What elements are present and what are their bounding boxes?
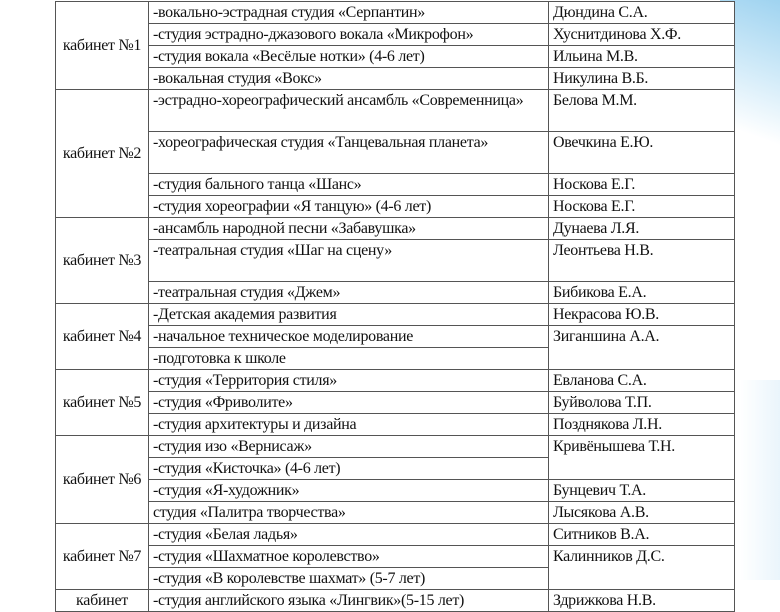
table-row: -театральная студия «Джем» Бибикова Е.А. [56,281,735,304]
activity-cell: -студия эстрадно-джазового вокала «Микро… [148,23,549,46]
activity-cell: -вокальная студия «Вокс» [148,67,549,90]
schedule-table: кабинет №1 -вокально-эстрадная студия «Се… [55,1,735,612]
table-row: студия «Палитра творчества» Лысякова А.В. [56,501,735,524]
room-cell: кабинет №3 [55,217,149,304]
activity-cell: -студия «Белая ладья» [148,523,549,546]
table-row: кабинет №6 -студия изо «Вернисаж» Кривёныш… [55,435,735,524]
activity-cell: -студия «Фриволите» [148,391,549,414]
table-row: -хореографическая студия «Танцевальная п… [56,131,735,174]
activity-cell: -Детская академия развития [148,303,549,326]
table-row: -студия бального танца «Шанс» Носкова Е.Г… [56,173,735,196]
room-cell: кабинет №1 [55,1,149,90]
room-cell: кабинет №4 [55,303,149,370]
room-cell: кабинет [55,589,149,612]
activity-cell: -подготовка к школе [148,347,549,370]
activity-cell: -студия бального танца «Шанс» [148,173,549,196]
teacher-cell: Позднякова Л.Н. [548,413,735,436]
activity-cell: -театральная студия «Шаг на сцену» [148,239,549,282]
table-row: кабинет №2 -эстрадно-хореографический анс… [55,89,735,218]
activity-cell: -эстрадно-хореографический ансамбль «Сов… [148,89,549,132]
teacher-cell: Некрасова Ю.В. [548,303,735,326]
activity-cell: -студия хореографии «Я танцую» (4-6 лет) [148,195,549,218]
activity-cell: студия «Палитра творчества» [148,501,549,524]
teacher-cell: Дюндина С.А. [548,1,735,24]
teacher-cell: Буйволова Т.П. [548,391,735,414]
table-row: -студия «Фриволите» Буйволова Т.П. [56,391,735,414]
table-row: кабинет №3 -ансамбль народной песни «Заба… [55,217,735,304]
teacher-cell: Здрижкова Н.В. [548,589,735,612]
table-row: кабинет №4 -Детская академия развития Некр… [55,303,735,370]
teacher-cell: Носкова Е.Г. [548,195,735,218]
teacher-cell: Ильина М.В. [548,45,735,68]
teacher-cell: Никулина В.Б. [548,67,735,90]
activity-cell: -студия «Шахматное королевство» [148,545,549,568]
table-row: -начальное техническое моделирование Зига… [56,325,735,370]
decorative-background [740,380,780,580]
activity-cell: -студия английского языка «Лингвик»(5-15… [148,589,549,612]
room-cell: кабинет №5 [55,369,149,436]
table-row: кабинет -студия английского языка «Лингви… [55,589,735,612]
activity-cell: -студия изо «Вернисаж» [148,435,549,458]
table-row: -вокальная студия «Вокс» Никулина В.Б. [56,67,735,90]
activity-cell: -студия вокала «Весёлые нотки» (4-6 лет) [148,45,549,68]
teacher-cell: Бунцевич Т.А. [548,479,735,502]
teacher-cell: Евланова С.А. [548,369,735,392]
activity-cell: -хореографическая студия «Танцевальная п… [148,131,549,174]
teacher-cell: Лысякова А.В. [548,501,735,524]
activity-cell: -студия «Кисточка» (4-6 лет) [148,457,549,480]
teacher-cell: Калинников Д.С. [548,545,735,590]
teacher-cell: Кривёнышева Т.Н. [548,435,735,480]
teacher-cell: Дунаева Л.Я. [548,217,735,240]
teacher-cell: Ситников В.А. [548,523,735,546]
table-row: кабинет №7 -студия «Белая ладья» Ситников … [55,523,735,590]
table-row: -студия «Я-художник» Бунцевич Т.А. [56,479,735,502]
teacher-cell: Белова М.М. [548,89,735,132]
room-cell: кабинет №2 [55,89,149,218]
table-row: -театральная студия «Шаг на сцену» Леонть… [56,239,735,282]
table-row: -студия вокала «Весёлые нотки» (4-6 лет)… [56,45,735,68]
teacher-cell: Бибикова Е.А. [548,281,735,304]
activity-cell: -студия «В королевстве шахмат» (5-7 лет) [148,567,549,590]
table-row: -студия «Шахматное королевство» Калиннико… [56,545,735,590]
table-row: -студия хореографии «Я танцую» (4-6 лет)… [56,195,735,218]
activity-cell: -студия «Территория стиля» [148,369,549,392]
table-row: -студия архитектуры и дизайна Позднякова … [56,413,735,436]
teacher-cell: Зиганшина А.А. [548,325,735,370]
activity-cell: -студия архитектуры и дизайна [148,413,549,436]
room-cell: кабинет №6 [55,435,149,524]
table-row: кабинет №1 -вокально-эстрадная студия «Се… [55,1,735,90]
activity-cell: -театральная студия «Джем» [148,281,549,304]
activity-cell: -ансамбль народной песни «Забавушка» [148,217,549,240]
table-row: кабинет №5 -студия «Территория стиля» Евла… [55,369,735,436]
teacher-cell: Хуснитдинова Х.Ф. [548,23,735,46]
activity-cell: -вокально-эстрадная студия «Серпантин» [148,1,549,24]
room-cell: кабинет №7 [55,523,149,590]
table-row: -студия эстрадно-джазового вокала «Микро… [56,23,735,46]
teacher-cell: Леонтьева Н.В. [548,239,735,282]
activity-cell: -студия «Я-художник» [148,479,549,502]
activity-cell: -начальное техническое моделирование [148,325,549,348]
teacher-cell: Овечкина Е.Ю. [548,131,735,174]
teacher-cell: Носкова Е.Г. [548,173,735,196]
